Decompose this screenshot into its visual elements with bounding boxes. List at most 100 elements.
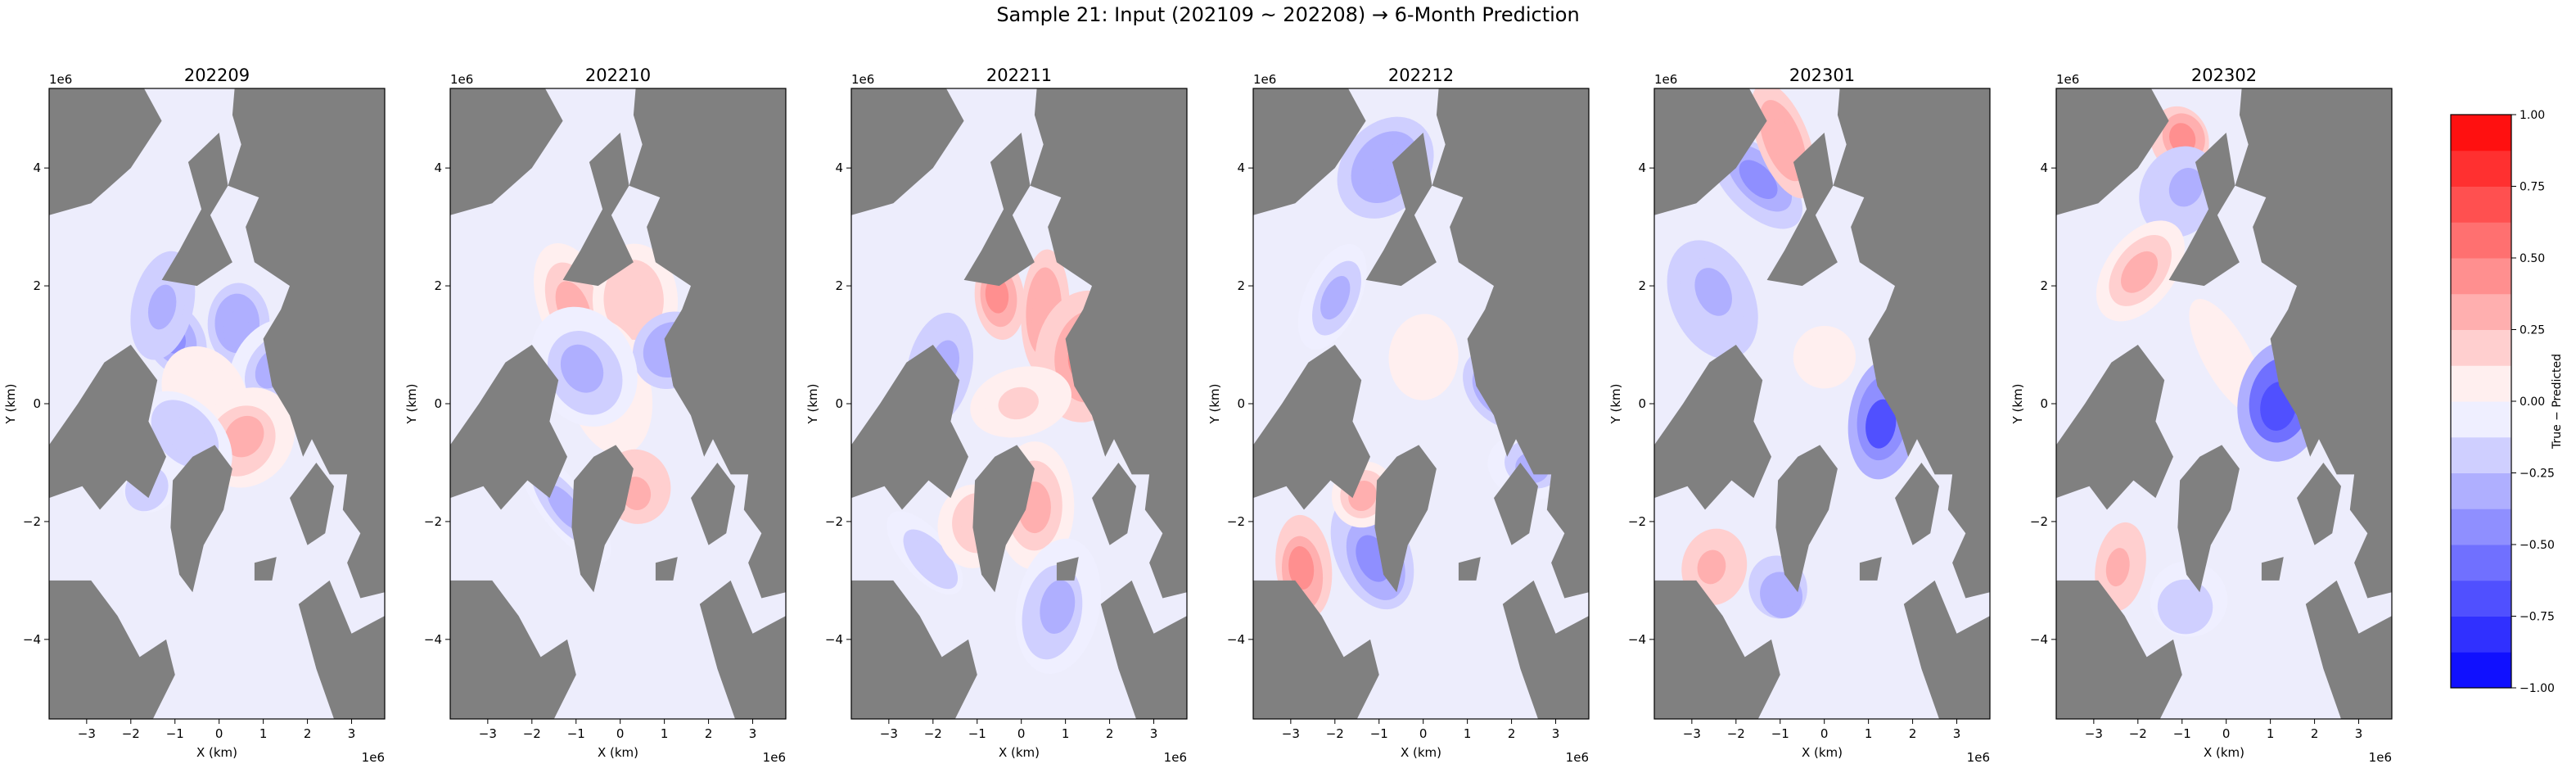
land-mask <box>1253 580 1379 719</box>
y-tick-label: 2 <box>2040 278 2048 293</box>
x-offset-label: 1e6 <box>362 750 385 764</box>
x-tick-label: 3 <box>1953 726 1961 741</box>
anomaly-region <box>1320 276 1351 320</box>
y-offset-label: 1e6 <box>1253 72 1276 87</box>
y-tick-label: 2 <box>33 278 41 293</box>
x-axis-label: X (km) <box>999 745 1040 760</box>
colorbar-tick-label: 0.25 <box>2520 324 2545 337</box>
x-tick-label: 0 <box>1017 726 1026 741</box>
x-tick-label: 1 <box>661 726 669 741</box>
land-mask <box>228 88 385 599</box>
y-offset-label: 1e6 <box>450 72 473 87</box>
land-mask <box>655 557 678 581</box>
land-mask <box>963 133 1035 287</box>
anomaly-region <box>998 387 1039 420</box>
y-tick-label: 4 <box>2040 160 2048 175</box>
y-tick-label: −2 <box>424 514 442 529</box>
land-mask <box>851 580 977 719</box>
land-mask <box>1775 445 1838 593</box>
colorbar-segment <box>2451 436 2511 473</box>
anomaly-region <box>1697 549 1726 585</box>
y-tick-label: −4 <box>1628 632 1646 647</box>
x-tick-label: 2 <box>1106 726 1114 741</box>
land-mask <box>2297 463 2341 545</box>
land-mask <box>1092 463 1136 545</box>
x-tick-label: −2 <box>122 726 140 741</box>
x-tick-label: 0 <box>1820 726 1829 741</box>
land-mask <box>571 445 634 593</box>
x-tick-label: 2 <box>1909 726 1917 741</box>
y-axis-label: Y (km) <box>404 384 419 425</box>
land-mask <box>1654 580 1780 719</box>
anomaly-region <box>223 311 250 348</box>
y-tick-label: 2 <box>1638 278 1646 293</box>
anomaly-region <box>1406 335 1437 373</box>
y-tick-label: 4 <box>1638 160 1646 175</box>
land-mask <box>161 133 232 287</box>
land-mask <box>298 580 385 719</box>
y-tick-label: 2 <box>1237 278 1245 293</box>
y-tick-label: 0 <box>33 396 41 411</box>
y-axis-label: Y (km) <box>1608 384 1623 425</box>
x-offset-label: 1e6 <box>2369 750 2392 764</box>
x-tick-label: −3 <box>2085 726 2103 741</box>
land-mask <box>1253 88 1366 215</box>
anomaly-region <box>2168 168 2204 207</box>
x-tick-label: 1 <box>1865 726 1873 741</box>
anomaly-region <box>1288 545 1315 590</box>
x-offset-label: 1e6 <box>763 750 786 764</box>
land-mask <box>1100 580 1187 719</box>
anomaly-region <box>2168 587 2201 622</box>
y-axis-label: Y (km) <box>805 384 820 425</box>
land-mask <box>1365 133 1437 287</box>
land-mask <box>699 580 786 719</box>
x-tick-label: −2 <box>523 726 541 741</box>
anomaly-region <box>224 415 264 458</box>
colorbar-segment <box>2451 115 2511 151</box>
colorbar-segment <box>2451 509 2511 545</box>
x-tick-label: 1 <box>1062 726 1070 741</box>
y-tick-label: 0 <box>835 396 843 411</box>
y-tick-label: 2 <box>434 278 442 293</box>
y-tick-label: 2 <box>835 278 843 293</box>
y-tick-label: 4 <box>835 160 843 175</box>
x-axis-label: X (km) <box>598 745 638 760</box>
land-mask <box>290 463 334 545</box>
x-tick-label: 3 <box>2355 726 2363 741</box>
x-axis-label: X (km) <box>1802 745 1843 760</box>
land-mask <box>2056 88 2169 215</box>
x-tick-label: −3 <box>78 726 96 741</box>
land-mask <box>450 345 567 510</box>
land-mask <box>629 88 786 599</box>
x-tick-label: −2 <box>2129 726 2147 741</box>
y-axis-label: Y (km) <box>3 384 18 425</box>
x-tick-label: −1 <box>1771 726 1789 741</box>
x-tick-label: 2 <box>2311 726 2319 741</box>
x-tick-label: 2 <box>304 726 312 741</box>
colorbar-tick-label: 0.50 <box>2520 252 2545 265</box>
colorbar-segment <box>2451 222 2511 259</box>
colorbar-segment <box>2451 652 2511 689</box>
land-mask <box>2305 580 2392 719</box>
y-tick-label: −4 <box>2030 632 2048 647</box>
x-tick-label: 0 <box>215 726 223 741</box>
land-mask <box>1833 88 1990 599</box>
land-mask <box>1056 557 1079 581</box>
land-mask <box>2235 88 2392 599</box>
anomaly-region <box>1809 338 1838 368</box>
land-mask <box>2056 345 2173 510</box>
anomaly-region <box>615 283 651 330</box>
x-tick-label: 2 <box>1508 726 1516 741</box>
y-tick-label: −4 <box>23 632 41 647</box>
map-panel-202212: 202212 −3 −2 −1 0 1 2 3 −4 −2 0 2 4 1e6 1e6 X (km) Y (km… <box>1207 66 1590 764</box>
x-tick-label: −1 <box>968 726 986 741</box>
colorbar-segment <box>2451 365 2511 402</box>
land-mask <box>1502 580 1589 719</box>
land-mask <box>450 88 563 215</box>
y-tick-label: −2 <box>1628 514 1646 529</box>
land-mask <box>1030 88 1187 599</box>
colorbar-segment <box>2451 401 2511 438</box>
anomaly-region <box>167 417 207 458</box>
colorbar-tick-label: −0.50 <box>2520 539 2555 552</box>
land-mask <box>1895 463 1939 545</box>
